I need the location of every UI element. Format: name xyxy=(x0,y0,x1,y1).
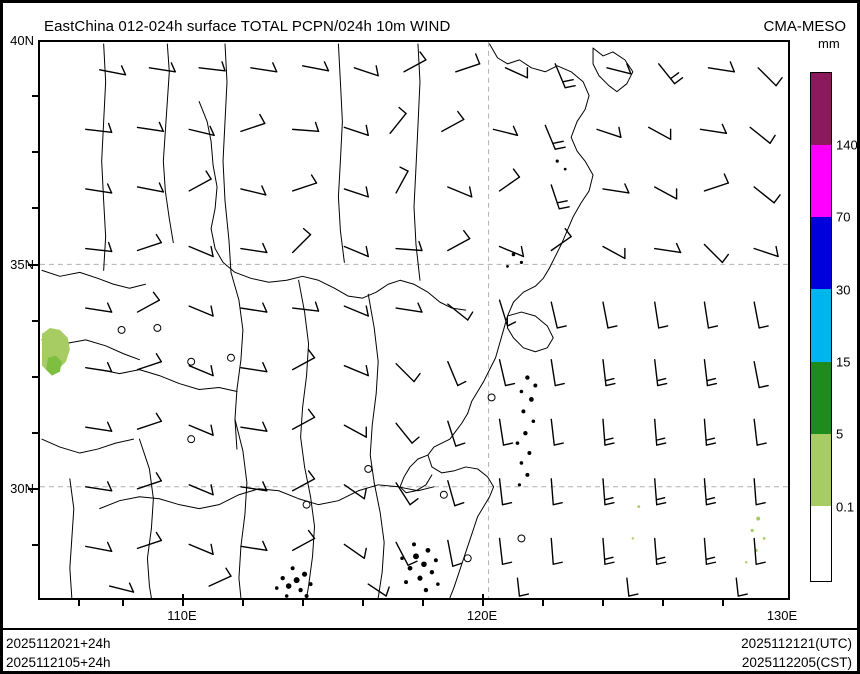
footer-separator xyxy=(3,628,857,630)
colorbar-unit-label: mm xyxy=(818,36,840,51)
y-tick-label-30n: 30N xyxy=(10,481,34,496)
colorbar-band-0.1-5[interactable] xyxy=(811,433,831,506)
y-tick-label-35n: 35N xyxy=(10,257,34,272)
x-tick-label-120e: 120E xyxy=(466,608,498,623)
footer-init-time-cst: 2025112105+24h xyxy=(6,655,111,670)
footer-valid-time-utc: 2025112121(UTC) xyxy=(741,636,852,651)
footer-init-time-utc: 2025112021+24h xyxy=(6,636,111,651)
station-markers xyxy=(117,323,526,563)
precipitation-shading xyxy=(41,327,766,564)
wind-barbs xyxy=(85,51,783,597)
x-tick-label-130e: 130E xyxy=(766,608,798,623)
y-tick-label-40n: 40N xyxy=(10,33,34,48)
colorbar-label-140: 140 xyxy=(836,137,858,153)
colorbar-label-30: 30 xyxy=(836,282,851,298)
map-boundaries xyxy=(41,43,634,598)
inland-water-features xyxy=(274,159,567,598)
x-tick-label-110e: 110E xyxy=(167,608,197,623)
colorbar-band-30-70[interactable] xyxy=(811,217,831,290)
colorbar[interactable] xyxy=(810,72,832,582)
page-title: EastChina 012-024h surface TOTAL PCPN/02… xyxy=(44,18,451,35)
colorbar-band-below-0.1[interactable] xyxy=(811,505,831,581)
colorbar-band-15-30[interactable] xyxy=(811,289,831,362)
colorbar-label-5: 5 xyxy=(836,426,844,442)
colorbar-label-15: 15 xyxy=(836,354,851,370)
colorbar-band-70-140[interactable] xyxy=(811,145,831,218)
map-plot-area[interactable] xyxy=(38,40,790,600)
colorbar-label-0.1: 0.1 xyxy=(836,499,855,515)
model-label: CMA-MESO xyxy=(763,18,847,35)
map-graphic xyxy=(40,42,788,598)
colorbar-band-140-plus[interactable] xyxy=(811,73,831,146)
footer-valid-time-cst: 2025112205(CST) xyxy=(741,655,852,670)
gridlines xyxy=(40,42,788,598)
colorbar-band-5-15[interactable] xyxy=(811,361,831,434)
colorbar-label-70: 70 xyxy=(836,209,851,225)
